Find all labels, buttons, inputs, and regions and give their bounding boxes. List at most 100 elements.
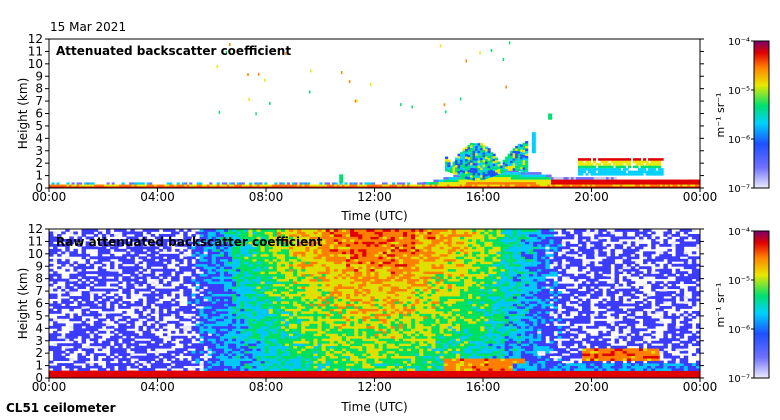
cell [207,303,213,307]
cell [260,283,266,287]
cell [85,308,91,312]
cell [462,163,466,166]
cell [166,281,172,285]
cell [162,363,168,366]
cell [260,315,266,319]
cell [146,263,152,267]
cell [638,170,642,174]
cell [191,310,196,314]
cell [559,186,563,188]
cell [162,313,168,317]
cell [203,305,209,309]
cell [293,315,298,319]
cell [480,162,484,166]
cell [175,231,180,235]
cell [317,350,323,354]
cell [69,251,74,255]
cell [276,233,282,237]
cell [256,358,261,362]
cell [183,291,188,294]
cell [211,281,217,285]
cell [183,288,188,292]
cell [101,263,107,267]
cell [256,296,261,299]
cell [211,186,215,188]
cell [297,348,302,352]
cell [264,281,270,285]
cell [389,184,393,187]
cell [223,293,229,297]
cell [211,335,217,339]
cell [175,293,180,297]
cell [470,172,474,176]
cell [592,170,597,174]
cell [289,368,294,371]
cell [321,238,327,242]
cell [207,231,213,235]
cell [414,184,418,187]
cell [256,323,261,327]
cell [578,182,582,185]
cell [114,248,119,252]
cell [199,273,205,277]
cell [462,160,466,164]
cell [260,231,266,235]
cell [264,276,270,280]
cell [203,253,209,257]
cell [612,160,617,164]
cell [339,184,343,187]
cell [93,375,99,378]
cell [583,177,587,180]
cell [118,318,123,322]
cell [232,358,237,362]
cell [541,174,545,178]
cell [207,248,213,252]
cell [502,186,506,188]
cell [199,288,205,292]
cell [106,186,110,188]
cell [183,236,188,240]
cell [146,273,152,277]
cell [171,320,176,324]
cell [129,184,133,187]
cell [158,345,164,349]
cell [453,174,457,178]
cell [280,233,286,237]
cell [146,370,152,374]
cell [244,323,249,327]
cell [49,258,54,262]
cell [293,345,298,349]
cell [683,182,687,185]
cell [477,148,481,151]
cell [150,293,156,297]
cell [268,278,274,282]
cell [460,152,464,155]
cell [313,251,318,255]
cell [162,291,168,294]
cell [175,308,180,312]
cell [248,283,253,287]
cell [297,246,302,250]
cell [305,375,310,378]
cell [49,276,54,280]
cell [639,184,644,187]
cell [146,330,152,334]
cell [122,231,127,235]
cell [81,308,87,312]
cell [207,353,213,357]
cell [264,320,270,324]
cell [482,147,486,150]
cell [207,320,213,324]
cell [196,184,200,187]
cell [324,182,328,185]
cell [126,261,131,265]
cell [325,365,331,369]
cell [482,157,486,160]
cell [497,161,501,164]
cell [325,229,331,232]
cell [610,165,614,169]
cell [268,363,274,366]
cell [276,251,282,255]
cell [93,358,99,362]
cell [317,296,323,299]
